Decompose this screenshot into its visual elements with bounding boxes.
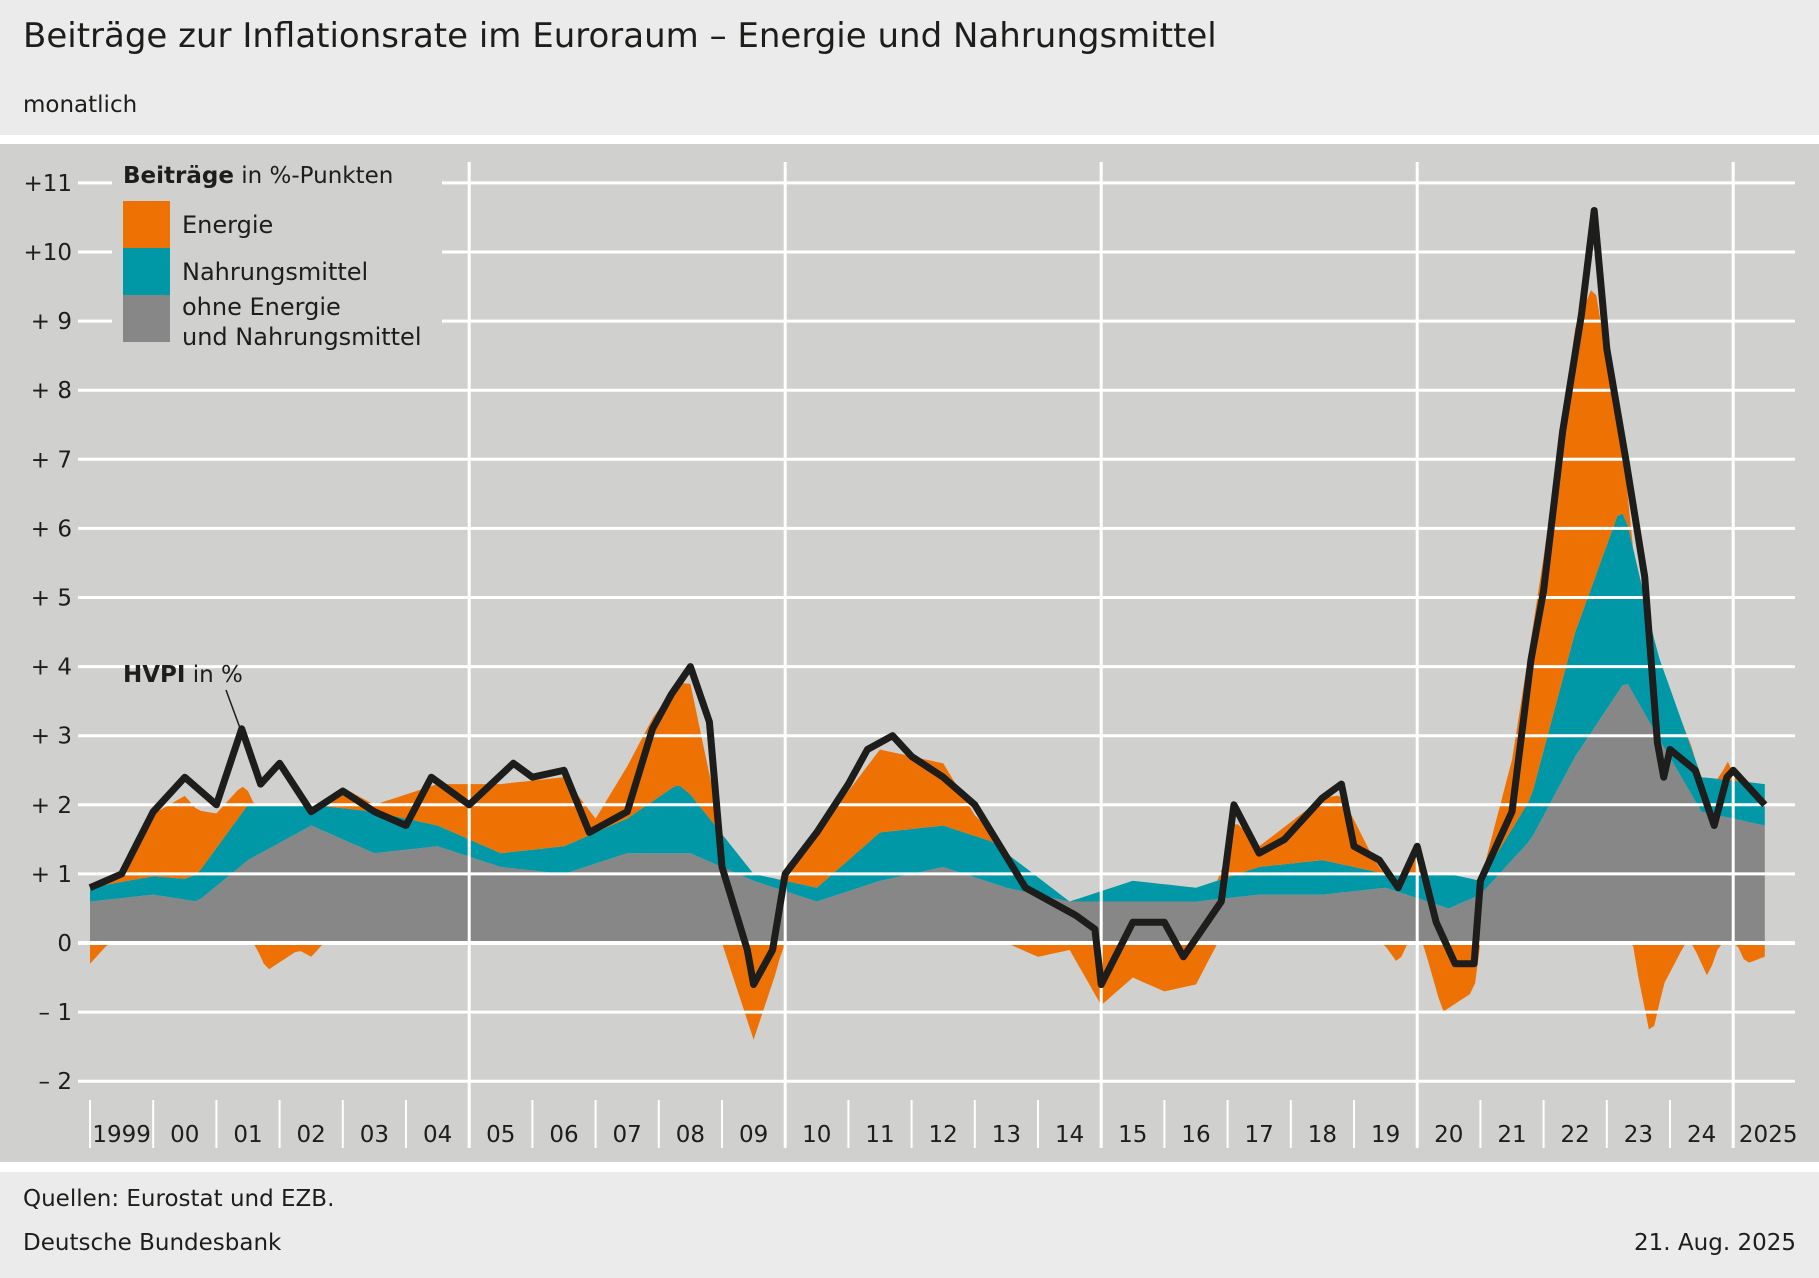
x-tick-label: 05 — [486, 1122, 515, 1148]
x-tick-label: 1999 — [92, 1122, 151, 1148]
y-tick-label: + 1 — [31, 862, 72, 888]
header: Beiträge zur Inflationsrate im Euroraum … — [0, 0, 1819, 135]
legend-label-line: Energie — [182, 211, 273, 239]
x-tick-label: 22 — [1561, 1122, 1590, 1148]
legend-title-bold: Beiträge — [123, 163, 234, 189]
x-tick-label: 08 — [676, 1122, 705, 1148]
hvpi-label-bold: HVPI — [123, 662, 185, 688]
legend-title-rest: in %-Punkten — [234, 163, 393, 189]
x-tick-label: 06 — [549, 1122, 578, 1148]
y-tick-label: + 3 — [31, 724, 72, 750]
legend-swatch-nahrungsmittel — [123, 248, 170, 295]
hvpi-label: HVPI in % — [123, 662, 243, 688]
y-tick-label: + 7 — [31, 447, 72, 473]
y-tick-label: +10 — [23, 240, 72, 266]
x-tick-label: 00 — [170, 1122, 199, 1148]
area-energy-positive — [90, 290, 1765, 902]
y-tick-label: – 1 — [39, 1000, 72, 1026]
x-tick-label: 20 — [1434, 1122, 1463, 1148]
x-tick-label: 12 — [929, 1122, 958, 1148]
source-note: Quellen: Eurostat und EZB. — [23, 1186, 335, 1212]
y-tick-label: + 2 — [31, 793, 72, 819]
y-tick-label: +11 — [23, 171, 72, 197]
legend-label: Energie — [182, 211, 273, 239]
hvpi-line-group: HVPI in % — [88, 207, 1768, 988]
hvpi-label-rest: in % — [185, 662, 242, 688]
legend: Beiträge in %-Punkten Energie Nahrungsmitt… — [112, 158, 442, 358]
y-tick-label: – 2 — [39, 1069, 72, 1095]
x-tick-label: 14 — [1055, 1122, 1084, 1148]
area-food — [90, 513, 1765, 909]
x-tick-label: 11 — [865, 1122, 894, 1148]
hvpi-line — [88, 207, 1768, 988]
chart-title: Beiträge zur Inflationsrate im Euroraum … — [23, 16, 1217, 56]
areas — [90, 290, 1765, 1040]
legend-label: Nahrungsmittel — [182, 258, 368, 286]
y-tick-label: + 9 — [31, 309, 72, 335]
legend-label-line: Nahrungsmittel — [182, 258, 368, 286]
legend-title: Beiträge in %-Punkten — [123, 163, 393, 189]
area-core — [90, 684, 1765, 943]
x-tick-label: 07 — [613, 1122, 642, 1148]
hvpi-leader-line — [225, 689, 241, 729]
y-tick-label: + 5 — [31, 586, 72, 612]
legend-swatch-energie — [123, 201, 170, 248]
chart-subtitle: monatlich — [23, 92, 138, 118]
x-tick-label: 24 — [1687, 1122, 1716, 1148]
x-tick-label: 15 — [1118, 1122, 1147, 1148]
x-tick-label: 17 — [1245, 1122, 1274, 1148]
axes: +11 +10 + 9 + 8 + 7 + 6 + 5 + 4 + 3 + 2 + 1 0 – 1 – 2… — [23, 171, 1797, 1148]
y-tick-label: + 8 — [31, 378, 72, 404]
x-tick-label: 02 — [297, 1122, 326, 1148]
x-tick-label: 01 — [233, 1122, 262, 1148]
y-tick-label: + 4 — [31, 655, 72, 681]
x-tick-label: 19 — [1371, 1122, 1400, 1148]
y-tick-label: 0 — [57, 931, 72, 957]
publication-date: 21. Aug. 2025 — [1634, 1230, 1796, 1256]
legend-label: ohne Energie und Nahrungsmittel — [182, 293, 421, 351]
x-tick-label: 13 — [992, 1122, 1021, 1148]
x-tick-label: 2025 — [1739, 1122, 1798, 1148]
legend-label-line: und Nahrungsmittel — [182, 323, 421, 351]
footer: Quellen: Eurostat und EZB. Deutsche Bund… — [0, 1172, 1819, 1278]
area-energy-negative — [90, 943, 1765, 1040]
x-tick-label: 23 — [1624, 1122, 1653, 1148]
x-tick-label: 16 — [1181, 1122, 1210, 1148]
x-tick-label: 18 — [1308, 1122, 1337, 1148]
x-tick-label: 03 — [360, 1122, 389, 1148]
y-tick-label: + 6 — [31, 516, 72, 542]
x-tick-label: 09 — [739, 1122, 768, 1148]
legend-label-line: ohne Energie — [182, 293, 341, 321]
x-tick-label: 10 — [802, 1122, 831, 1148]
x-tick-label: 04 — [423, 1122, 452, 1148]
x-tick-label: 21 — [1497, 1122, 1526, 1148]
legend-swatch-ohne-energie — [123, 295, 170, 342]
publisher: Deutsche Bundesbank — [23, 1230, 282, 1256]
